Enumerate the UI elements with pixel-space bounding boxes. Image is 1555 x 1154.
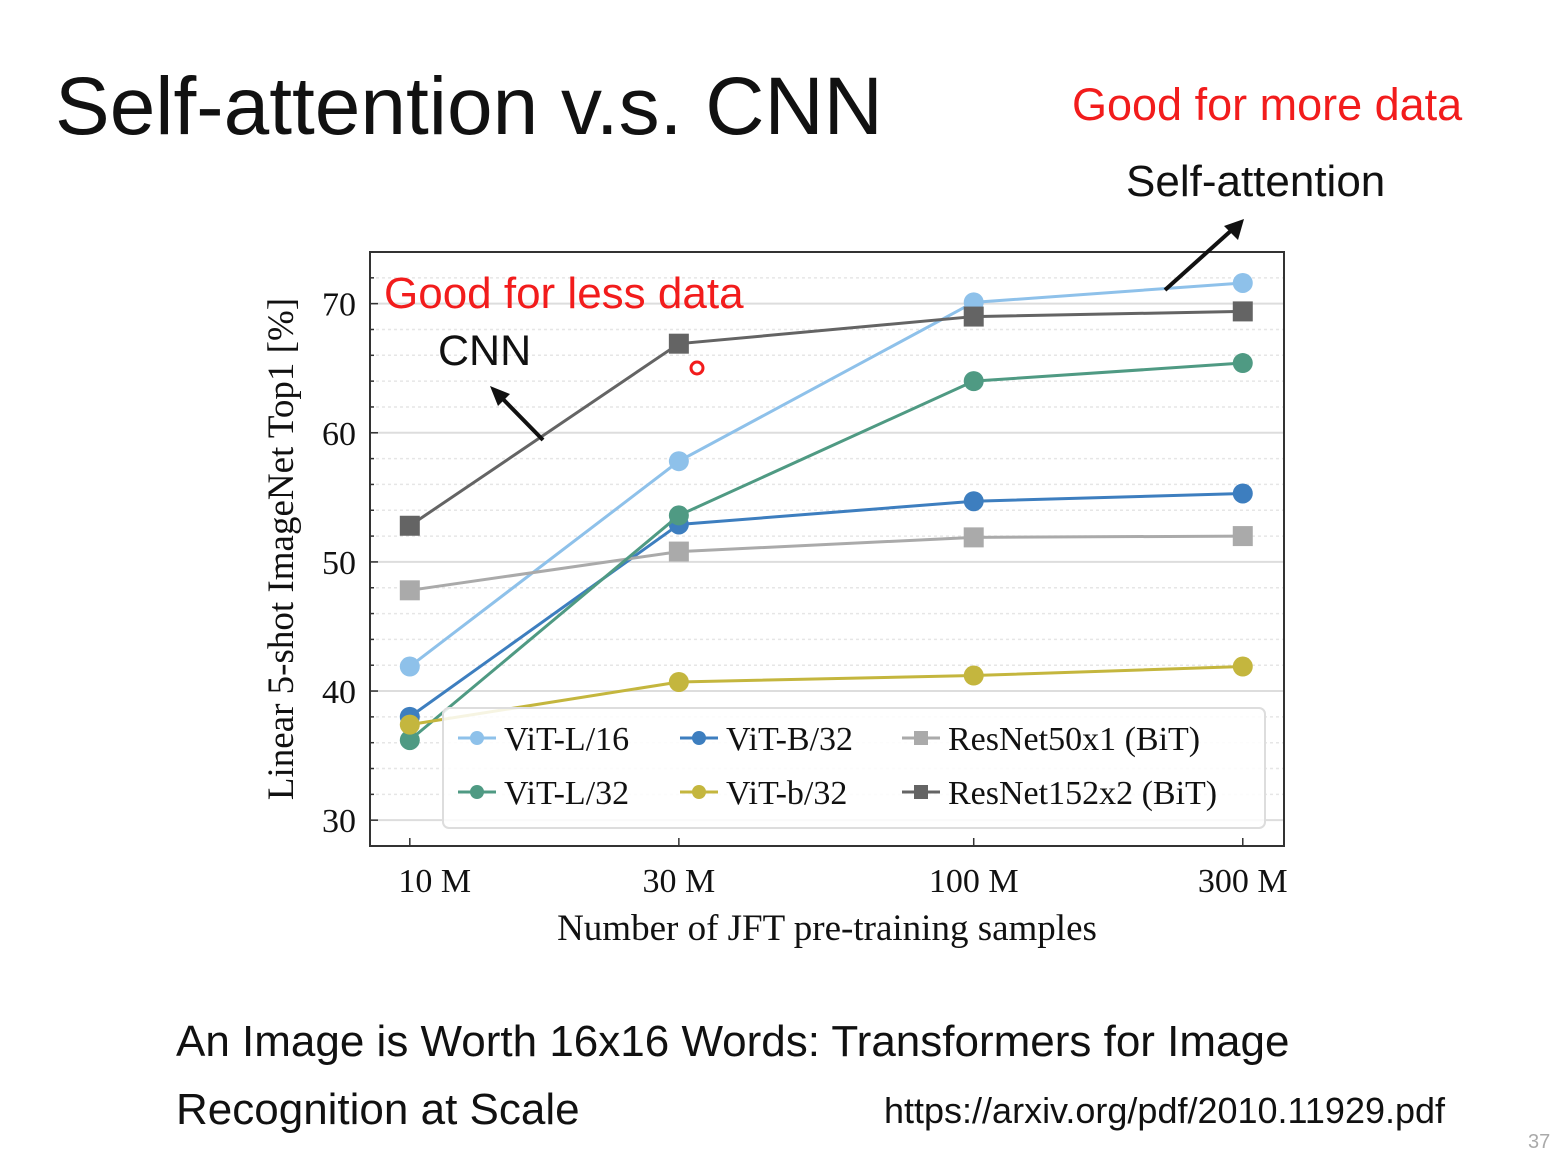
legend-label: ViT-b/32 (726, 775, 847, 812)
data-point (963, 665, 984, 686)
annotation-cnn: CNN (438, 327, 532, 375)
legend-entry: ResNet152x2 (BiT) (902, 775, 1217, 812)
legend-marker (914, 785, 928, 799)
legend-entry: ViT-b/32 (680, 775, 847, 812)
axis-ticks: 30 40 50 60 70 10 M 30 M 100 M 300 M (322, 251, 1288, 900)
data-point (668, 451, 689, 472)
data-point (399, 515, 420, 536)
legend: ViT-L/16 ViT-B/32 ResNet50x1 (BiT) ViT-L/32… (442, 707, 1266, 829)
data-point (1232, 301, 1253, 322)
y-tick-label: 70 (322, 287, 356, 324)
y-tick-label: 30 (322, 803, 356, 840)
legend-entry: ResNet50x1 (BiT) (902, 721, 1200, 758)
annotation-self-attention: Self-attention (1126, 157, 1386, 206)
data-point (668, 672, 689, 693)
series-vit-l-32 (399, 353, 1253, 751)
data-point (963, 371, 984, 392)
slide-title: Self-attention v.s. CNN (55, 61, 883, 152)
self-attention-arrow-head (1224, 219, 1244, 240)
data-point (668, 541, 689, 562)
series-line (408, 361, 1243, 742)
paper-title: An Image is Worth 16x16 Words: Transform… (176, 1017, 1290, 1134)
legend-marker (470, 785, 484, 799)
data-point (399, 580, 420, 601)
series-line (408, 309, 1243, 527)
legend-label: ResNet152x2 (BiT) (948, 775, 1217, 812)
data-point (1232, 526, 1253, 547)
data-point (1232, 656, 1253, 677)
annotation-good-for-less-data: Good for less data (384, 269, 744, 318)
data-point (668, 505, 689, 526)
series-line (409, 665, 1243, 727)
data-point (1232, 483, 1253, 504)
cursor-marker-icon (689, 360, 705, 376)
cnn-arrow-head (490, 386, 510, 406)
legend-box (442, 707, 1266, 829)
series-resnet152x2-bit- (399, 301, 1253, 536)
x-axis-label: Number of JFT pre-training samples (557, 908, 1097, 949)
legend-entry: ViT-B/32 (680, 721, 853, 758)
annotation-good-for-more-data: Good for more data (1072, 79, 1463, 130)
y-tick-label: 60 (322, 416, 356, 453)
y-tick-label: 50 (322, 545, 356, 582)
slide-number: 37 (1528, 1131, 1551, 1153)
data-point (399, 656, 420, 677)
x-tick-label: 300 M (1198, 863, 1288, 900)
series-line (408, 491, 1243, 719)
y-tick-label: 40 (322, 674, 356, 711)
series-lines (399, 272, 1253, 751)
x-tick-label: 10 M (398, 863, 471, 900)
plot-frame (369, 251, 1285, 847)
x-tick-label: 30 M (642, 863, 715, 900)
cnn-arrow (496, 392, 545, 442)
series-line (409, 534, 1243, 592)
data-point (963, 306, 984, 327)
legend-label: ViT-L/32 (504, 775, 629, 812)
legend-marker (470, 731, 484, 745)
paper-link[interactable]: https://arxiv.org/pdf/2010.11929.pdf (884, 1090, 1446, 1131)
legend-marker (692, 731, 706, 745)
legend-label: ViT-L/16 (504, 721, 629, 758)
data-point (668, 333, 689, 354)
series-line (408, 281, 1243, 668)
legend-marker (692, 785, 706, 799)
series-resnet50x1-bit- (399, 526, 1253, 601)
legend-entry: ViT-L/32 (458, 775, 629, 812)
x-tick-label: 100 M (929, 863, 1019, 900)
data-point (963, 527, 984, 548)
data-point (963, 491, 984, 512)
data-point (1232, 272, 1253, 293)
legend-marker (914, 731, 928, 745)
self-attention-arrow (1163, 226, 1236, 292)
series-vit-b-32 (399, 656, 1253, 735)
y-axis-label: Linear 5-shot ImageNet Top1 [%] (261, 298, 302, 800)
legend-entry: ViT-L/16 (458, 721, 629, 758)
data-point (1232, 353, 1253, 374)
data-point (399, 714, 420, 735)
data-point (399, 730, 420, 751)
legend-label: ViT-B/32 (726, 721, 853, 758)
legend-label: ResNet50x1 (BiT) (948, 721, 1200, 758)
